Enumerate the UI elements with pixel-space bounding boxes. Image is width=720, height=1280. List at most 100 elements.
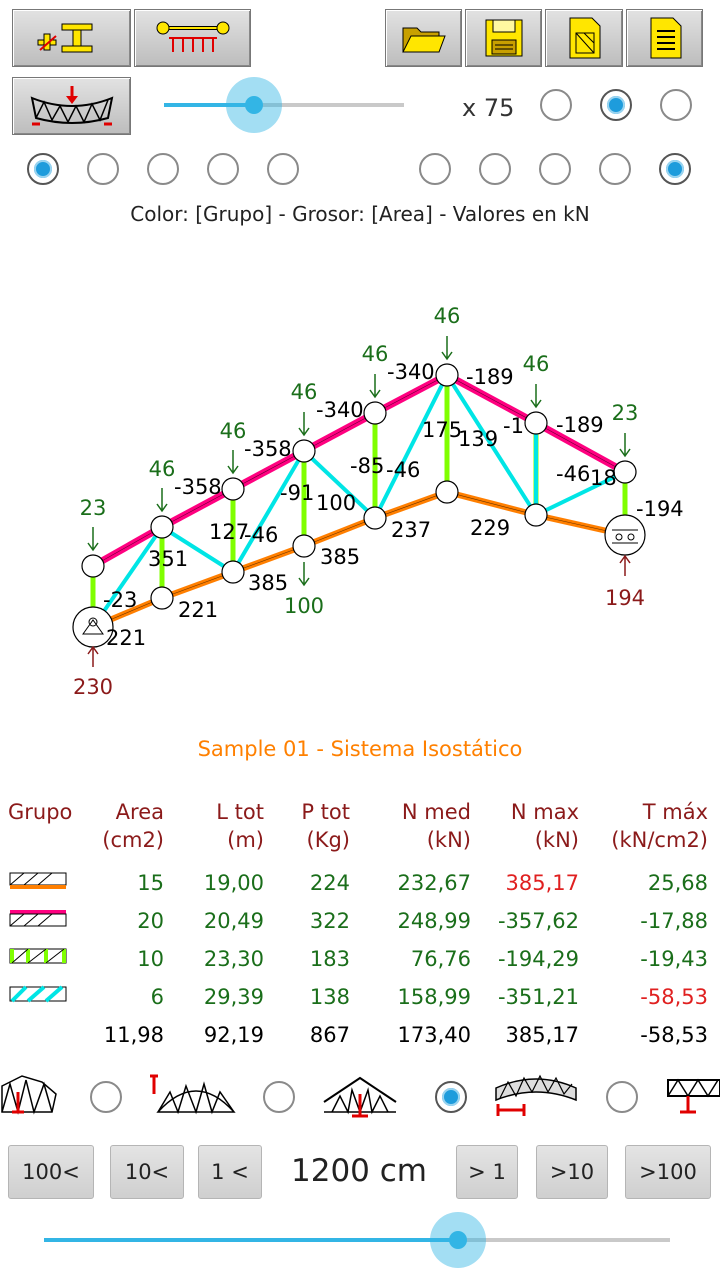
cell-nmax: -357,62: [497, 909, 579, 933]
load-label: 100: [284, 594, 324, 618]
filter-left-3[interactable]: [147, 153, 179, 185]
col-header-nmed: N med (kN): [401, 800, 471, 852]
report-button[interactable]: [626, 9, 703, 67]
cell-nmed: 76,76: [410, 947, 471, 971]
col-header-area: Area (cm2): [102, 800, 164, 852]
truss-type-1-icon[interactable]: [0, 1072, 62, 1120]
load-label: 46: [434, 304, 461, 328]
force-label: 237: [391, 518, 431, 542]
group-swatch-verticals-icon: [8, 940, 82, 978]
filter-right-4[interactable]: [599, 153, 631, 185]
cell-nmed: 158,99: [397, 985, 471, 1009]
load-editor-button[interactable]: [134, 9, 251, 67]
filter-left-5[interactable]: [267, 153, 299, 185]
deformed-truss-icon: [30, 86, 113, 126]
total-tmax: -58,53: [640, 1023, 708, 1047]
total-nmed: 173,40: [397, 1023, 471, 1047]
truss-diagram[interactable]: 46 46 46 46 46 46 23 23 100 230 194 -358…: [0, 290, 720, 710]
force-label: 139: [458, 427, 498, 451]
force-label: -189: [556, 413, 604, 437]
cell-ptot: 322: [309, 909, 350, 933]
load-label: 23: [80, 496, 107, 520]
span-plus-1-button[interactable]: > 1: [456, 1145, 518, 1199]
truss-type-5-icon[interactable]: [664, 1072, 720, 1120]
scale-slider-thumb[interactable]: [226, 77, 282, 133]
floppy-disk-icon: [485, 19, 522, 57]
truss-type-1-radio[interactable]: [90, 1081, 122, 1113]
span-plus-10-button[interactable]: >10: [536, 1145, 608, 1199]
load-label: 46: [523, 352, 550, 376]
beam-section-icon: [37, 23, 92, 53]
filter-right-2[interactable]: [479, 153, 511, 185]
deformed-view-button[interactable]: [12, 77, 131, 135]
force-label: 127: [209, 520, 249, 544]
force-label: -340: [387, 360, 435, 384]
cell-ltot: 29,39: [203, 985, 264, 1009]
col-header-ltot: L tot (m): [216, 800, 264, 852]
table-row[interactable]: 6 29,39 138 158,99 -351,21 -58,53: [8, 978, 708, 1016]
filter-right-5[interactable]: [659, 153, 691, 185]
filter-left-1[interactable]: [27, 153, 59, 185]
roller-support-icon: [604, 514, 646, 556]
section-editor-button[interactable]: [12, 9, 131, 67]
filter-left-2[interactable]: [87, 153, 119, 185]
span-minus-1-button[interactable]: 1 <: [198, 1145, 262, 1199]
cell-tmax: -17,88: [640, 909, 708, 933]
load-label: 46: [291, 380, 318, 404]
open-folder-button[interactable]: [385, 9, 462, 67]
load-label: 46: [220, 419, 247, 443]
cell-tmax: 25,68: [647, 871, 708, 895]
force-label: -85: [350, 454, 384, 478]
cell-ltot: 19,00: [203, 871, 264, 895]
truss-type-4-radio[interactable]: [606, 1081, 638, 1113]
cell-nmed: 232,67: [397, 871, 471, 895]
force-label: -23: [103, 588, 137, 612]
reaction-label: 194: [605, 586, 645, 610]
span-slider-fill: [44, 1238, 458, 1242]
scale-slider-fill: [164, 103, 254, 107]
filter-right-1[interactable]: [419, 153, 451, 185]
span-plus-100-button[interactable]: >100: [625, 1145, 711, 1199]
filter-left-4[interactable]: [207, 153, 239, 185]
cell-ptot: 224: [309, 871, 350, 895]
scale-option-3[interactable]: [660, 89, 692, 121]
col-header-grupo: Grupo: [8, 800, 73, 824]
force-label: -1: [503, 414, 524, 438]
total-ptot: 867: [309, 1023, 350, 1047]
col-header-nmax: N max (kN): [510, 800, 579, 852]
table-header-row: Grupo Area (cm2) L tot (m) P tot (Kg) N med…: [8, 798, 708, 864]
save-button[interactable]: [465, 9, 542, 67]
table-row[interactable]: 20 20,49 322 248,99 -357,62 -17,88: [8, 902, 708, 940]
force-label: 100: [316, 491, 356, 515]
force-label: 385: [248, 571, 288, 595]
truss-type-3-icon[interactable]: [322, 1072, 400, 1120]
cell-nmax: 385,17: [505, 871, 579, 895]
span-slider-thumb[interactable]: [430, 1212, 486, 1268]
cell-ltot: 23,30: [203, 947, 264, 971]
truss-type-4-icon[interactable]: [494, 1068, 580, 1120]
truss-type-2-radio[interactable]: [263, 1081, 295, 1113]
force-label: -189: [466, 365, 514, 389]
table-row[interactable]: 15 19,00 224 232,67 385,17 25,68: [8, 864, 708, 902]
distributed-load-icon: [156, 21, 229, 52]
cell-ptot: 183: [309, 947, 350, 971]
cell-ltot: 20,49: [203, 909, 264, 933]
scale-option-1[interactable]: [540, 89, 572, 121]
col-header-ptot: P tot (Kg): [301, 800, 350, 852]
table-row[interactable]: 10 23,30 183 76,76 -194,29 -19,43: [8, 940, 708, 978]
filter-right-3[interactable]: [539, 153, 571, 185]
total-nmax: 385,17: [505, 1023, 579, 1047]
cell-nmed: 248,99: [397, 909, 471, 933]
truss-type-3-radio[interactable]: [435, 1081, 467, 1113]
span-minus-100-button[interactable]: 100<: [8, 1145, 94, 1199]
force-label: 229: [470, 516, 510, 540]
scale-slider-track[interactable]: [164, 103, 404, 107]
scale-option-2[interactable]: [600, 89, 632, 121]
cell-area: 6: [150, 985, 164, 1009]
load-arrows: [87, 336, 631, 587]
span-minus-10-button[interactable]: 10<: [110, 1145, 184, 1199]
truss-type-2-icon[interactable]: [148, 1072, 240, 1120]
results-table: Grupo Area (cm2) L tot (m) P tot (Kg) N med…: [8, 798, 708, 1054]
save-as-button[interactable]: [545, 9, 623, 67]
span-value: 1200 cm: [291, 1153, 427, 1189]
